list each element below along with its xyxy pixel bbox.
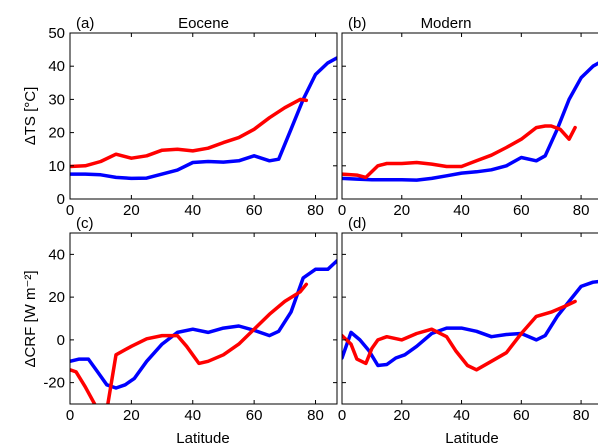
red-series-line bbox=[70, 282, 309, 404]
x-tick-label: 0 bbox=[66, 202, 74, 219]
ylabel-top: ΔTS [°C] bbox=[22, 87, 39, 146]
y-tick-label: 10 bbox=[48, 158, 65, 175]
x-tick-label: 80 bbox=[573, 202, 590, 219]
x-tick-label: 80 bbox=[573, 407, 590, 424]
y-tick-label: 0 bbox=[57, 191, 65, 208]
ylabel-bottom: ΔCRF [W m⁻²] bbox=[22, 270, 39, 367]
y-tick-label: 40 bbox=[48, 58, 65, 75]
red-series-line bbox=[70, 97, 309, 169]
x-tick-label: 40 bbox=[453, 407, 470, 424]
x-tick-label: 40 bbox=[184, 407, 201, 424]
x-tick-label: 0 bbox=[66, 407, 74, 424]
y-tick-label: 50 bbox=[48, 25, 65, 42]
blue-series-line bbox=[70, 259, 337, 390]
x-tick-label: 20 bbox=[393, 202, 410, 219]
y-tick-label: 30 bbox=[48, 91, 65, 108]
x-tick-label: 0 bbox=[338, 202, 346, 219]
x-tick-label: 0 bbox=[338, 407, 346, 424]
x-tick-label: 40 bbox=[453, 202, 470, 219]
x-tick-label: 20 bbox=[393, 407, 410, 424]
y-tick-label: 20 bbox=[48, 125, 65, 142]
y-tick-label: 0 bbox=[57, 332, 65, 349]
axes-frame bbox=[341, 232, 598, 405]
blue-series-line bbox=[70, 56, 337, 181]
x-tick-label: 20 bbox=[123, 202, 140, 219]
x-tick-label: 60 bbox=[513, 407, 530, 424]
y-tick-label: -20 bbox=[43, 375, 65, 392]
blue-series-line bbox=[342, 61, 598, 182]
panel-title: Modern bbox=[421, 15, 472, 32]
axes-frame bbox=[69, 232, 338, 405]
panel-label: (c) bbox=[76, 215, 94, 232]
y-tick-label: 20 bbox=[48, 289, 65, 306]
red-series-line bbox=[342, 299, 577, 372]
x-tick-label: 80 bbox=[307, 202, 324, 219]
panel-title: Eocene bbox=[178, 15, 229, 32]
panel-label: (a) bbox=[76, 15, 94, 32]
x-tick-label: 40 bbox=[184, 202, 201, 219]
y-tick-label: 40 bbox=[48, 246, 65, 263]
panel-label: (d) bbox=[348, 215, 366, 232]
x-tick-label: 60 bbox=[246, 202, 263, 219]
xlabel-right: Latitude bbox=[445, 430, 498, 447]
panel-d: 0 20 40 60 80 (d) bbox=[338, 215, 598, 424]
x-tick-label: 80 bbox=[307, 407, 324, 424]
x-tick-label: 60 bbox=[246, 407, 263, 424]
axes-frame bbox=[69, 32, 338, 200]
panel-b: 0 20 40 60 80 (b) Modern bbox=[338, 15, 598, 219]
panel-a: 0 20 40 60 80 0 10 20 30 40 50 (a) Eocene bbox=[48, 15, 338, 219]
axes-frame bbox=[341, 32, 598, 200]
panel-label: (b) bbox=[348, 15, 366, 32]
red-series-line bbox=[342, 124, 577, 180]
x-tick-label: 60 bbox=[513, 202, 530, 219]
blue-series-line bbox=[342, 279, 598, 368]
x-tick-label: 20 bbox=[123, 407, 140, 424]
xlabel-left: Latitude bbox=[176, 430, 229, 447]
